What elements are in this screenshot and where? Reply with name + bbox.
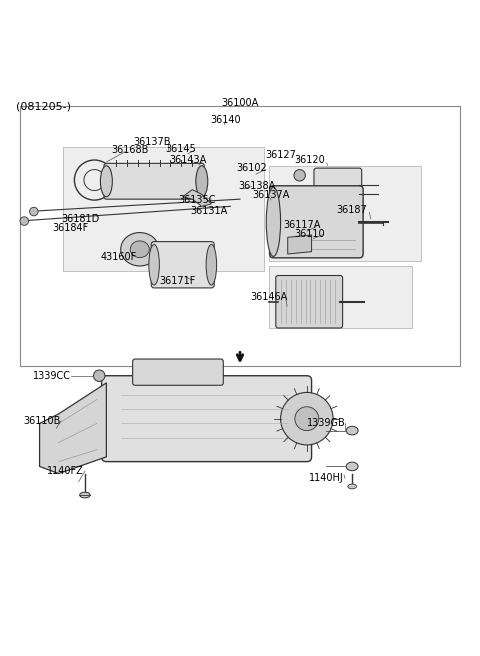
- Circle shape: [294, 169, 305, 181]
- FancyBboxPatch shape: [102, 376, 312, 462]
- Text: 36187: 36187: [337, 205, 368, 215]
- Text: (081205-): (081205-): [16, 101, 71, 112]
- Text: 36110: 36110: [294, 228, 324, 239]
- Text: 36168B: 36168B: [111, 145, 149, 155]
- Polygon shape: [63, 147, 264, 271]
- Ellipse shape: [346, 462, 358, 471]
- Text: 36171F: 36171F: [160, 276, 196, 286]
- Text: 36145: 36145: [165, 144, 196, 154]
- Text: 36143A: 36143A: [169, 155, 206, 165]
- Text: 36184F: 36184F: [52, 223, 89, 233]
- Text: 36138A: 36138A: [238, 181, 276, 191]
- FancyBboxPatch shape: [151, 241, 214, 288]
- FancyBboxPatch shape: [276, 276, 343, 328]
- FancyBboxPatch shape: [270, 186, 363, 258]
- Text: 36135C: 36135C: [178, 195, 216, 205]
- Circle shape: [94, 370, 105, 381]
- Ellipse shape: [196, 166, 208, 197]
- FancyBboxPatch shape: [314, 168, 362, 206]
- Text: 36131A: 36131A: [191, 206, 228, 216]
- Ellipse shape: [266, 187, 281, 256]
- Text: 43160F: 43160F: [100, 253, 136, 262]
- Ellipse shape: [206, 245, 216, 285]
- Text: 36127: 36127: [265, 150, 296, 160]
- Ellipse shape: [346, 426, 358, 435]
- Text: 1339GB: 1339GB: [307, 419, 345, 428]
- Ellipse shape: [120, 233, 159, 266]
- Text: 36137A: 36137A: [252, 190, 290, 200]
- Text: 36137B: 36137B: [133, 137, 170, 147]
- Text: 36140: 36140: [210, 115, 241, 125]
- FancyBboxPatch shape: [21, 106, 459, 366]
- Text: 36117A: 36117A: [283, 220, 321, 230]
- Text: 36102: 36102: [237, 163, 267, 173]
- Circle shape: [295, 407, 319, 430]
- Polygon shape: [269, 266, 412, 328]
- FancyBboxPatch shape: [132, 359, 223, 385]
- Text: 1339CC: 1339CC: [33, 371, 71, 380]
- Polygon shape: [183, 190, 211, 206]
- Text: 1140HJ: 1140HJ: [309, 474, 343, 483]
- Text: 1140FZ: 1140FZ: [48, 466, 84, 476]
- Circle shape: [281, 392, 333, 445]
- Circle shape: [20, 216, 29, 226]
- Ellipse shape: [348, 484, 357, 489]
- Polygon shape: [288, 235, 312, 254]
- Ellipse shape: [100, 166, 112, 197]
- Text: 36181D: 36181D: [61, 215, 99, 224]
- Polygon shape: [269, 166, 421, 261]
- Text: 36120: 36120: [294, 155, 324, 165]
- Text: 36110B: 36110B: [23, 416, 60, 426]
- Polygon shape: [39, 383, 107, 474]
- FancyBboxPatch shape: [104, 163, 204, 199]
- Ellipse shape: [80, 492, 90, 498]
- Text: 36146A: 36146A: [250, 292, 287, 302]
- Ellipse shape: [130, 241, 149, 258]
- Ellipse shape: [149, 245, 159, 285]
- Text: 36100A: 36100A: [221, 98, 259, 108]
- Circle shape: [30, 207, 38, 216]
